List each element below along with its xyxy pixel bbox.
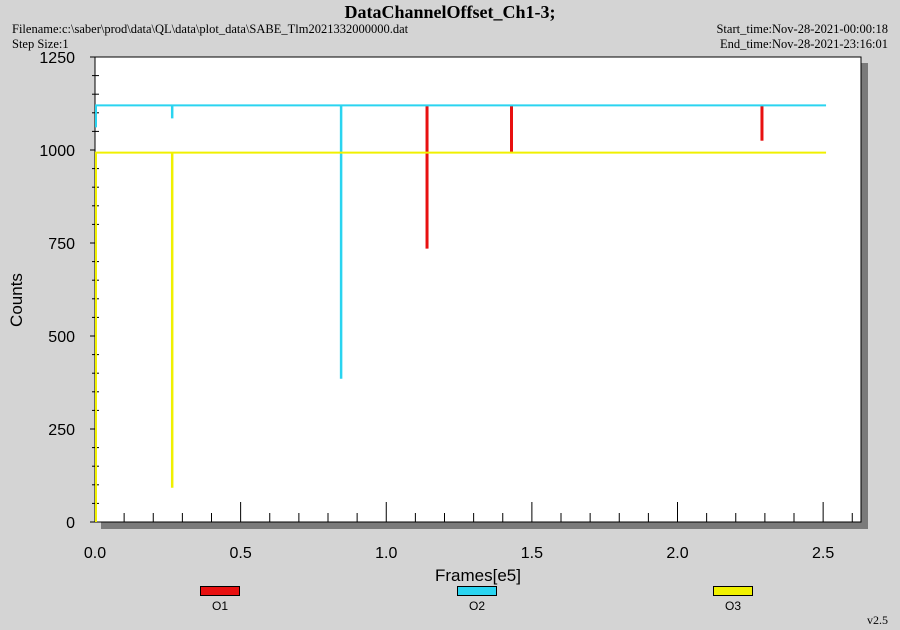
version-label: v2.5 [867,613,888,627]
x-tick-label-2: 2.0 [666,545,688,562]
legend-label-o2: O2 [468,599,485,613]
y-tick-label-1000: 1000 [39,143,75,160]
legend-label-o1: O1 [211,599,228,613]
y-tick-label-750: 750 [48,236,75,253]
legend-swatch-o1 [200,586,240,596]
y-tick-label-0: 0 [66,515,75,532]
legend-item-o1: O1 [190,586,250,613]
x-tick-label-1.5: 1.5 [521,545,543,562]
plot-area [94,56,862,523]
y-tick-label-500: 500 [48,329,75,346]
filename-label: Filename:c:\saber\prod\data\QL\data\plot… [12,22,409,36]
legend-swatch-o2 [457,586,497,596]
y-tick-label-250: 250 [48,422,75,439]
y-tick-label-1250: 1250 [39,50,75,67]
x-tick-label-0: 0.0 [84,545,106,562]
legend-swatch-o3 [713,586,753,596]
legend-item-o3: O3 [703,586,763,613]
x-tick-label-0.5: 0.5 [230,545,252,562]
chart-title: DataChannelOffset_Ch1-3; [344,2,556,22]
x-axis-label: Frames[e5] [435,566,521,585]
end-time-label: End_time:Nov-28-2021-23:16:01 [719,37,888,51]
step-size-label: Step Size:1 [12,37,69,51]
start-time-label: Start_time:Nov-28-2021-00:00:18 [716,22,888,36]
legend-label-o3: O3 [724,599,741,613]
y-axis-label: Counts [7,273,26,327]
x-tick-label-2.5: 2.5 [812,545,834,562]
x-tick-label-1: 1.0 [375,545,397,562]
legend-item-o2: O2 [447,586,507,613]
